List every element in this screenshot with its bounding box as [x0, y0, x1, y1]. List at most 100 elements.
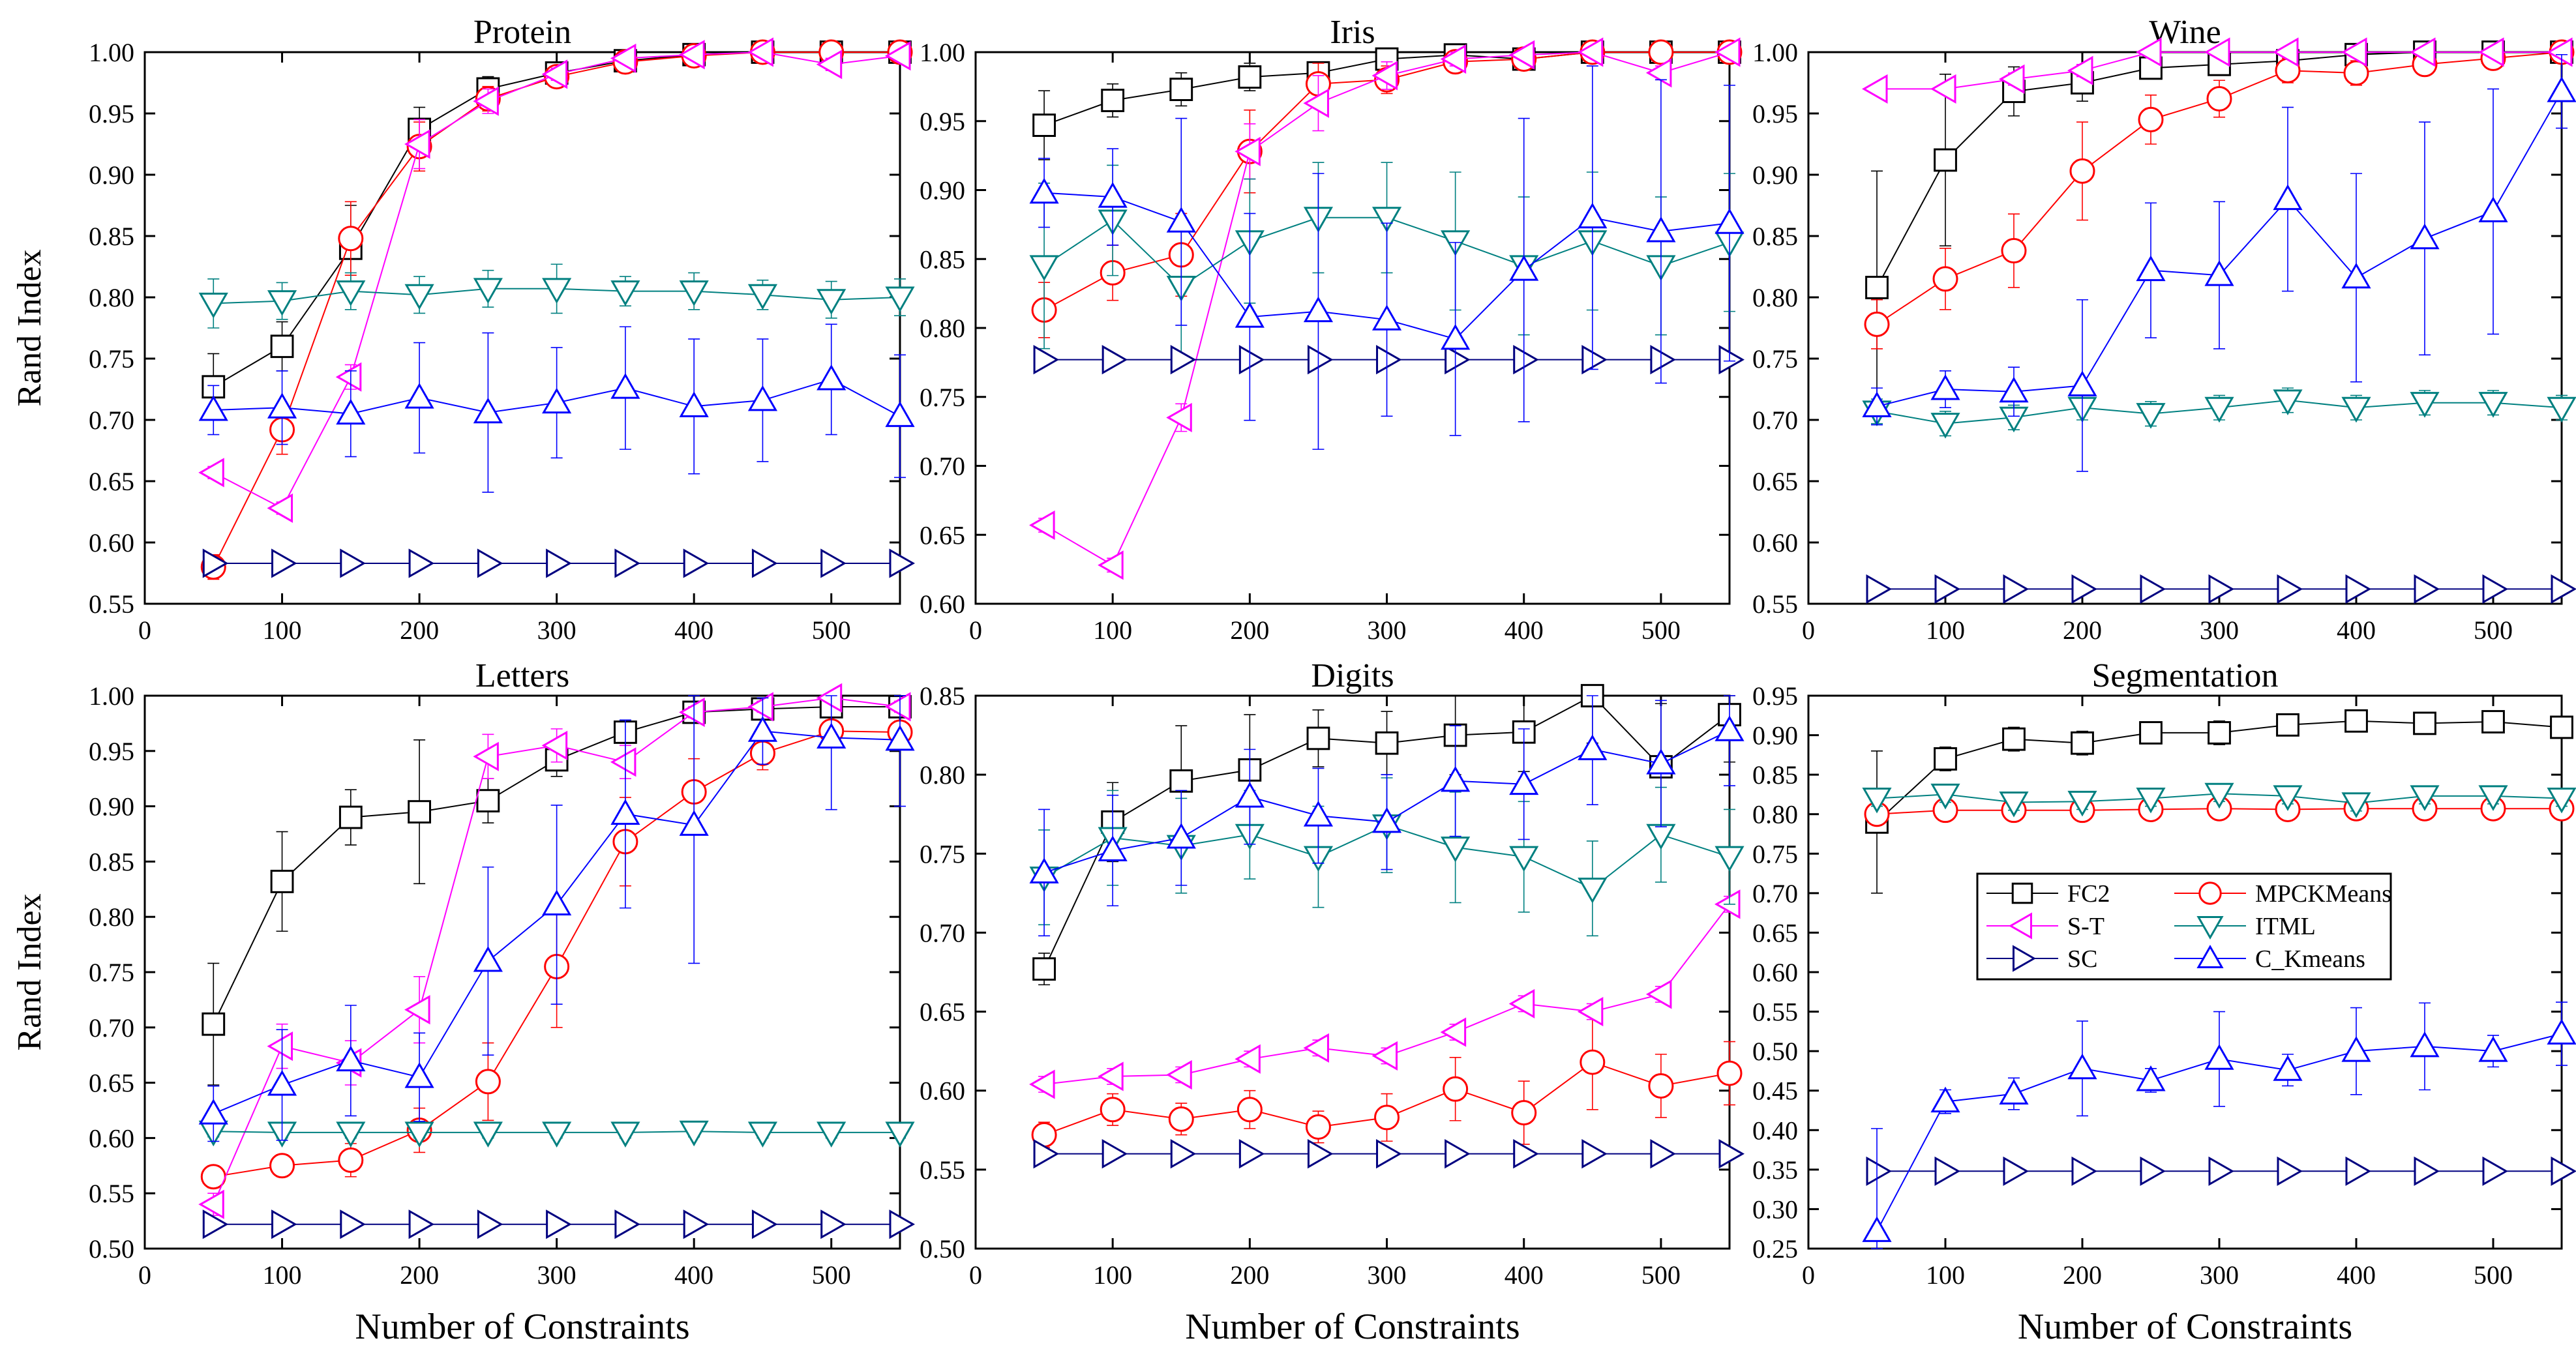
x-tick-label: 0	[1802, 615, 1815, 645]
y-tick-label: 0.65	[1752, 467, 1798, 496]
data-point	[404, 995, 430, 1025]
data-point	[2345, 574, 2372, 604]
data-point	[1445, 1139, 1471, 1169]
x-tick-label: 200	[400, 615, 439, 645]
data-point	[340, 548, 366, 578]
data-point	[1374, 1105, 1400, 1131]
data-point	[267, 493, 293, 523]
data-point	[1098, 550, 1124, 580]
data-point	[202, 548, 229, 578]
y-tick-label: 0.95	[89, 737, 134, 766]
data-point	[2139, 721, 2163, 745]
data-point	[1166, 207, 1196, 233]
y-tick-label: 0.35	[1752, 1155, 1798, 1185]
data-point	[2067, 1053, 2097, 1080]
y-tick-label: 0.75	[920, 839, 965, 868]
y-tick-label: 0.50	[1752, 1037, 1798, 1066]
y-tick-label: 0.80	[89, 283, 134, 312]
x-tick-label: 500	[2474, 615, 2513, 645]
data-point	[1166, 1060, 1192, 1090]
x-tick-label: 300	[1368, 615, 1407, 645]
data-point	[2413, 711, 2436, 735]
data-point	[884, 692, 911, 722]
legend-label: MPCKMeans	[2255, 880, 2391, 908]
data-point	[1371, 207, 1402, 233]
data-point	[2414, 1156, 2440, 1186]
y-tick-label: 0.60	[1752, 528, 1798, 557]
data-point	[1029, 510, 1055, 541]
data-point	[747, 716, 778, 742]
data-point	[2204, 1044, 2234, 1070]
data-point	[1718, 345, 1745, 375]
y-tick-label: 0.30	[1752, 1194, 1798, 1224]
data-point	[541, 730, 568, 760]
data-point	[1441, 837, 1471, 863]
data-point	[2204, 782, 2234, 809]
data-point	[1371, 61, 1398, 91]
chart-title: Segmentation	[2092, 657, 2279, 694]
data-point	[1509, 255, 1539, 281]
legend-item-itml: ITML	[2174, 913, 2316, 940]
data-point	[1032, 113, 1056, 137]
series-itml	[1862, 387, 2576, 439]
data-point	[475, 1069, 501, 1095]
data-point	[404, 129, 430, 159]
x-tick-label: 100	[1926, 1260, 1965, 1290]
data-point	[1650, 1139, 1676, 1169]
data-point	[1866, 1156, 1893, 1186]
y-tick-label: 0.70	[1752, 879, 1798, 908]
series-sc	[1033, 1139, 1745, 1169]
x-tick-label: 0	[969, 1260, 982, 1290]
plot-frame	[143, 51, 901, 605]
x-tick-label: 100	[263, 1260, 302, 1290]
y-tick-label: 0.25	[1752, 1234, 1798, 1264]
data-point	[1306, 726, 1330, 750]
data-point	[1999, 376, 2029, 403]
data-point	[1646, 823, 1676, 850]
data-point	[1307, 1139, 1334, 1169]
y-tick-label: 0.75	[1752, 839, 1798, 868]
legend-marker	[2196, 944, 2224, 968]
y-tick-label: 1.00	[89, 38, 134, 67]
data-point	[542, 278, 572, 304]
data-point	[477, 1209, 503, 1239]
data-point	[1033, 345, 1060, 375]
data-point	[2136, 255, 2166, 282]
data-point	[1650, 345, 1676, 375]
data-point	[546, 1209, 572, 1239]
plot-frame	[143, 694, 901, 1250]
series-c_kmeans	[198, 323, 915, 493]
y-tick-label: 0.80	[920, 760, 965, 790]
series-sc	[1866, 1156, 2576, 1186]
data-point	[1371, 304, 1402, 331]
legend-marker	[2011, 882, 2033, 904]
data-point	[473, 86, 499, 116]
data-point	[2481, 710, 2505, 734]
x-tick-label: 200	[1230, 615, 1269, 645]
data-point	[679, 810, 709, 836]
x-tick-label: 100	[1093, 615, 1132, 645]
data-point	[2547, 787, 2576, 814]
data-point	[2067, 790, 2097, 817]
data-point	[2341, 792, 2371, 818]
data-point	[747, 284, 778, 310]
data-point	[614, 548, 640, 578]
data-point	[1998, 64, 2025, 94]
y-tick-label: 0.55	[1752, 998, 1798, 1027]
data-point	[1862, 391, 1892, 417]
data-point	[1999, 792, 2029, 818]
data-point	[2277, 1156, 2303, 1186]
y-tick-label: 0.85	[89, 847, 134, 876]
data-point	[408, 1209, 435, 1239]
data-point	[267, 1031, 293, 1061]
data-point	[2273, 184, 2303, 211]
data-point	[2273, 1055, 2303, 1081]
data-point	[1440, 1017, 1467, 1047]
data-point	[1238, 345, 1265, 375]
data-point	[198, 458, 224, 488]
data-point	[816, 364, 846, 391]
data-point	[1238, 1139, 1265, 1169]
y-tick-label: 0.65	[920, 998, 965, 1027]
y-tick-label: 0.60	[920, 589, 965, 619]
y-tick-label: 0.90	[89, 792, 134, 822]
